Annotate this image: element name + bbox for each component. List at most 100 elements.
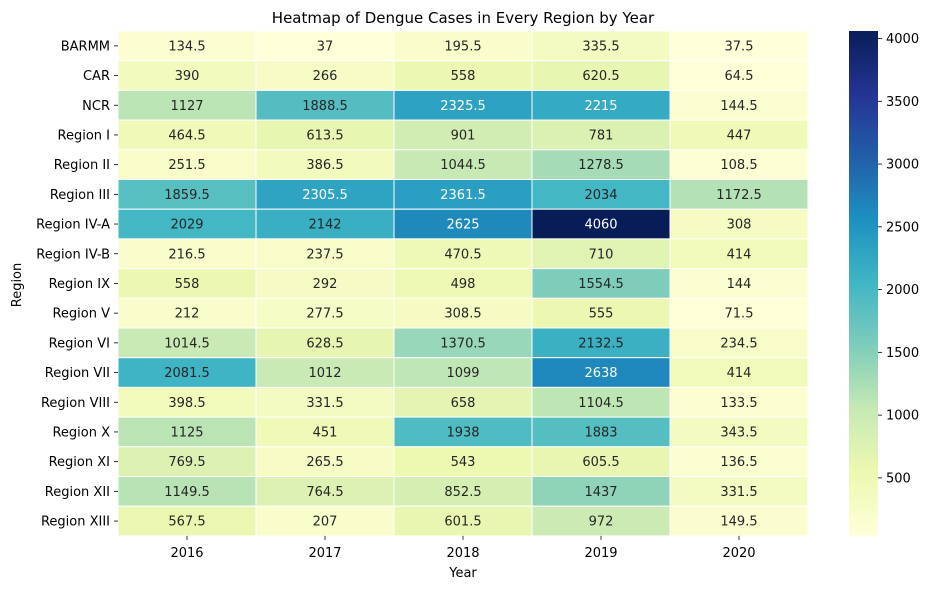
- cell-value-label: 212: [175, 307, 200, 322]
- heatmap-cell: [117, 476, 257, 507]
- cell-value-label: 555: [589, 307, 614, 322]
- heatmap-cell: [669, 416, 809, 448]
- colorbar-gradient: [849, 31, 878, 536]
- heatmap-cell: [669, 238, 809, 270]
- colorbar-tick-label: 3000: [886, 158, 919, 173]
- x-tick-label: 2019: [584, 546, 617, 561]
- cell-value-label: 144: [727, 277, 752, 292]
- heatmap-cell: [255, 446, 395, 477]
- cell-value-label: 1125: [170, 425, 203, 440]
- heatmap-cell: [393, 327, 533, 359]
- cell-value-label: 543: [451, 455, 476, 470]
- heatmap-cell: [393, 268, 533, 299]
- y-tick-label: Region XI: [49, 455, 110, 470]
- cell-value-label: 605.5: [582, 455, 619, 470]
- heatmap-cell: [393, 505, 533, 537]
- cell-value-label: 769.5: [168, 455, 205, 470]
- cell-value-label: 136.5: [720, 455, 757, 470]
- y-tick-label: Region IV-A: [36, 218, 110, 233]
- heatmap-cell: [393, 416, 533, 448]
- cell-value-label: 331.5: [720, 485, 757, 500]
- cell-value-label: 37: [317, 39, 334, 54]
- heatmap-cell: [669, 119, 809, 151]
- cell-value-label: 265.5: [306, 455, 343, 470]
- y-tick-label: Region IV-B: [36, 247, 110, 262]
- cell-value-label: 1149.5: [164, 485, 210, 500]
- colorbar: 500 1000 1500 2000 2500 3000 3500 4000: [849, 31, 919, 536]
- heatmap-cell: [255, 89, 395, 121]
- cell-value-label: 1370.5: [440, 336, 486, 351]
- cell-value-label: 1883: [584, 425, 617, 440]
- cell-value-label: 144.5: [720, 99, 757, 114]
- colorbar-tick-label: 3500: [886, 95, 919, 110]
- heatmap-cell: [393, 60, 533, 91]
- cell-value-label: 398.5: [168, 396, 205, 411]
- cell-value-label: 251.5: [168, 158, 205, 173]
- cell-value-label: 308: [727, 218, 752, 233]
- heatmap-cell: [255, 238, 395, 270]
- cell-value-label: 1014.5: [164, 336, 210, 351]
- y-tick-label: Region X: [52, 425, 110, 440]
- heatmap-cell: [117, 238, 257, 270]
- cell-value-label: 764.5: [306, 485, 343, 500]
- y-tick-label: CAR: [83, 69, 110, 84]
- colorbar-tick-label: 2000: [886, 283, 919, 298]
- cell-value-label: 1278.5: [578, 158, 624, 173]
- heatmap-cell: [669, 297, 809, 329]
- x-tick-label: 2020: [722, 546, 755, 561]
- cell-value-label: 1888.5: [302, 99, 348, 114]
- cell-value-label: 390: [175, 69, 200, 84]
- cell-value-label: 1938: [446, 425, 479, 440]
- colorbar-tick-label: 500: [886, 471, 911, 486]
- cell-value-label: 1044.5: [440, 158, 486, 173]
- cell-value-label: 567.5: [168, 515, 205, 530]
- y-tick-label: Region IX: [49, 277, 110, 292]
- heatmap-cell: [669, 327, 809, 359]
- cell-value-label: 1172.5: [716, 188, 762, 203]
- cell-value-label: 414: [727, 247, 752, 262]
- cell-value-label: 195.5: [444, 39, 481, 54]
- heatmap-cell: [393, 179, 533, 210]
- cell-value-label: 558: [451, 69, 476, 84]
- heatmap-cell: [669, 446, 809, 477]
- cell-value-label: 2034: [584, 188, 617, 203]
- heatmap-cell: [531, 476, 671, 507]
- cell-value-label: 620.5: [582, 69, 619, 84]
- heatmap-cell: [531, 179, 671, 210]
- cell-value-label: 1127: [170, 99, 203, 114]
- x-axis-label: Year: [448, 566, 477, 581]
- cell-value-label: 2305.5: [302, 188, 348, 203]
- y-tick-label: NCR: [82, 99, 110, 114]
- cell-value-label: 901: [451, 128, 476, 143]
- chart-title: Heatmap of Dengue Cases in Every Region …: [272, 9, 655, 27]
- y-tick-label: Region XIII: [41, 515, 110, 530]
- cell-value-label: 1099: [446, 366, 479, 381]
- heatmap-cell: [117, 208, 257, 240]
- cell-value-label: 613.5: [306, 128, 343, 143]
- cell-value-label: 710: [589, 247, 614, 262]
- heatmap-cell: [393, 297, 533, 329]
- x-axis-ticks: 2016 2017 2018 2019 2020: [170, 535, 756, 561]
- cell-value-label: 2361.5: [440, 188, 486, 203]
- heatmap-cell: [669, 505, 809, 537]
- cell-value-label: 266: [313, 69, 338, 84]
- cell-value-label: 237.5: [306, 247, 343, 262]
- colorbar-tick-label: 1500: [886, 346, 919, 361]
- cell-value-label: 1104.5: [578, 396, 624, 411]
- cell-value-label: 1012: [308, 366, 341, 381]
- cell-value-label: 2029: [170, 218, 203, 233]
- cell-value-label: 658: [451, 396, 476, 411]
- heatmap-cell: [255, 505, 395, 537]
- cell-value-label: 133.5: [720, 396, 757, 411]
- cell-value-label: 2142: [308, 218, 341, 233]
- colorbar-tick-label: 4000: [886, 32, 919, 47]
- heatmap-cell: [117, 416, 257, 448]
- heatmap-cell: [669, 60, 809, 91]
- cell-value-label: 331.5: [306, 396, 343, 411]
- heatmap-cell: [669, 268, 809, 299]
- cell-value-label: 1437: [584, 485, 617, 500]
- cell-value-label: 292: [313, 277, 338, 292]
- cell-value-label: 64.5: [725, 69, 754, 84]
- x-tick-label: 2017: [308, 546, 341, 561]
